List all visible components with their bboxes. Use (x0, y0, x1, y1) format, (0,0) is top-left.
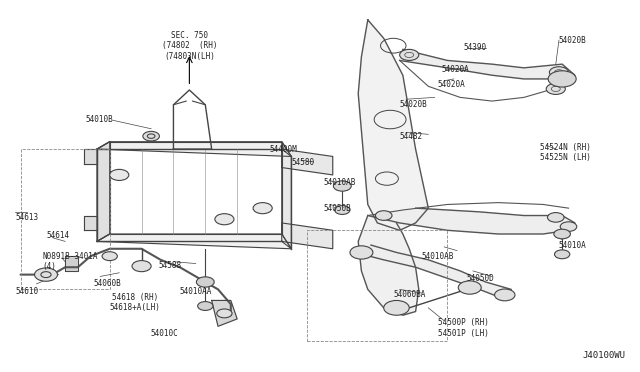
Text: 54010A: 54010A (559, 241, 587, 250)
Text: 54618 (RH)
54618+A(LH): 54618 (RH) 54618+A(LH) (110, 293, 161, 312)
Text: J40100WU: J40100WU (583, 351, 626, 360)
Text: 54613: 54613 (15, 213, 38, 222)
Text: 54020B: 54020B (559, 36, 587, 45)
Circle shape (196, 277, 214, 287)
Text: 54482: 54482 (399, 132, 423, 141)
Text: 54050D: 54050D (467, 274, 494, 283)
Circle shape (554, 229, 570, 239)
Text: 54588: 54588 (159, 261, 182, 270)
Circle shape (554, 250, 570, 259)
Circle shape (350, 246, 373, 259)
Circle shape (109, 169, 129, 180)
Circle shape (458, 281, 481, 294)
Text: 54010B: 54010B (85, 115, 113, 124)
Polygon shape (65, 256, 78, 271)
Text: 54020B: 54020B (399, 100, 428, 109)
Circle shape (376, 211, 392, 220)
Text: 54580: 54580 (291, 157, 314, 167)
Polygon shape (212, 301, 237, 326)
Text: 54060BA: 54060BA (394, 291, 426, 299)
Polygon shape (282, 142, 291, 249)
Text: SEC. 750
(74802  (RH)
(74803N(LH): SEC. 750 (74802 (RH) (74803N(LH) (162, 31, 217, 61)
Circle shape (546, 83, 565, 94)
Circle shape (333, 181, 351, 191)
Circle shape (335, 206, 350, 214)
Circle shape (560, 222, 577, 231)
Text: 54020A: 54020A (438, 80, 466, 89)
Circle shape (215, 214, 234, 225)
Text: 54020A: 54020A (441, 65, 469, 74)
Text: 54010AB: 54010AB (422, 251, 454, 261)
Polygon shape (399, 49, 575, 79)
Text: N0891B-3401A
(4): N0891B-3401A (4) (43, 252, 99, 272)
Polygon shape (97, 142, 291, 157)
Circle shape (495, 289, 515, 301)
Circle shape (132, 260, 151, 272)
Polygon shape (97, 234, 291, 249)
Circle shape (384, 301, 409, 315)
Circle shape (549, 67, 568, 78)
Text: 54010AB: 54010AB (323, 178, 356, 187)
Circle shape (547, 212, 564, 222)
Circle shape (35, 268, 58, 281)
Polygon shape (358, 215, 419, 315)
Text: 54390: 54390 (463, 43, 486, 52)
Text: 54400M: 54400M (269, 145, 297, 154)
Polygon shape (97, 142, 109, 241)
Text: 54610: 54610 (15, 287, 38, 296)
Polygon shape (368, 208, 575, 234)
Circle shape (548, 71, 576, 87)
Text: 54050B: 54050B (323, 203, 351, 213)
Polygon shape (84, 215, 97, 230)
Text: 54010C: 54010C (150, 329, 178, 338)
Circle shape (253, 203, 272, 214)
Circle shape (198, 302, 213, 310)
Text: 54614: 54614 (46, 231, 69, 240)
Polygon shape (355, 245, 511, 297)
Polygon shape (282, 223, 333, 249)
Circle shape (399, 49, 419, 61)
Circle shape (217, 309, 232, 318)
Text: 54524N (RH)
54525N (LH): 54524N (RH) 54525N (LH) (540, 143, 591, 163)
Text: 54010AA: 54010AA (180, 287, 212, 296)
Text: 54500P (RH)
54501P (LH): 54500P (RH) 54501P (LH) (438, 318, 489, 338)
Polygon shape (282, 149, 333, 175)
Polygon shape (84, 149, 97, 164)
Circle shape (102, 252, 117, 260)
Circle shape (143, 131, 159, 141)
Polygon shape (358, 20, 428, 230)
Text: 54060B: 54060B (94, 279, 122, 288)
